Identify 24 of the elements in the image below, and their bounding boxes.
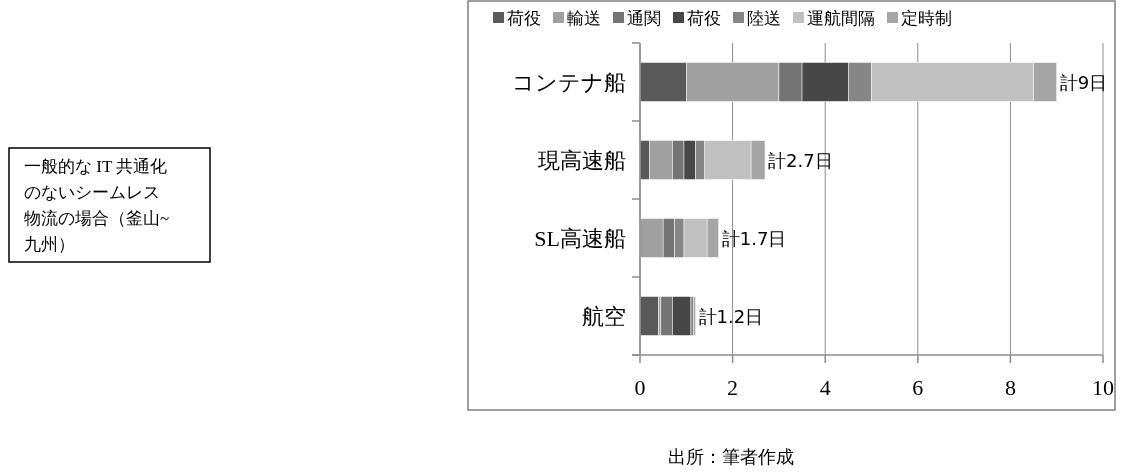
y-tick-label: コンテナ船 [512,70,626,95]
x-tick-label: 6 [912,375,924,400]
total-label: 計2.7日 [768,150,833,171]
legend-label: 荷役 [507,8,541,28]
y-tick-label: 現高速船 [538,148,626,173]
x-tick-label: 8 [1004,375,1016,400]
text: 一般的な IT 共通化のないシームレス物流の場合（釜山~九州） [24,157,170,254]
x-tick-label: 10 [1092,375,1114,400]
total-label: 計9日 [1059,72,1108,93]
y-tick-label: 航空 [582,304,626,329]
total-label: 計1.2日 [698,306,764,327]
legend-label: 通関 [627,8,661,28]
bar [639,296,659,336]
y-tick-label: SL高速船 [534,226,626,251]
legend-label: 運航間隔 [807,8,875,28]
text: 出所：筆者作成 [668,446,794,467]
legend-label: 輸送 [567,8,601,28]
x-tick-label: 0 [634,375,646,400]
legend-label: 荷役 [687,8,721,28]
legend-label: 陸送 [747,8,781,28]
x-tick-label: 4 [819,375,831,400]
x-tick-label: 2 [727,375,739,400]
legend-label: 定時制 [901,8,952,28]
total-label: 計1.7日 [721,228,787,249]
